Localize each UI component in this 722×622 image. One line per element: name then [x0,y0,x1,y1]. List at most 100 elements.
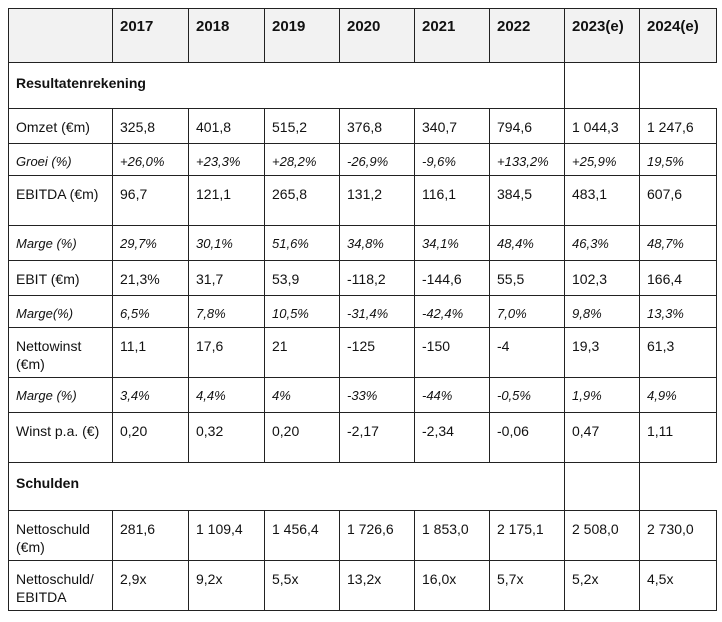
value-cell: 9,2x [188,560,265,611]
value-cell: 0,47 [564,412,640,463]
value-cell: 1 726,6 [339,510,415,561]
data-row: Nettoschuld (€m) 281,6 1 109,4 1 456,4 1 726… [8,510,717,561]
value-cell: +23,3% [188,143,265,176]
value-cell: 21,3% [112,260,189,296]
row-label: Nettoschuld (€m) [8,510,113,561]
value-cell: 131,2 [339,175,415,226]
data-row: Marge (%) 3,4% 4,4% 4% -33% -44% -0,5% 1,9% 4,9% [8,377,717,413]
value-cell: 515,2 [264,108,340,144]
value-cell: 1 456,4 [264,510,340,561]
value-cell: 265,8 [264,175,340,226]
value-cell: 325,8 [112,108,189,144]
value-cell: 0,32 [188,412,265,463]
value-cell: 4,9% [639,377,717,413]
value-cell: 376,8 [339,108,415,144]
value-cell: +25,9% [564,143,640,176]
value-cell: 1 247,6 [639,108,717,144]
value-cell: -26,9% [339,143,415,176]
value-cell: 9,8% [564,295,640,328]
value-cell: -144,6 [414,260,490,296]
row-label: EBITDA (€m) [8,175,113,226]
value-cell: 1 044,3 [564,108,640,144]
data-row: Nettoschuld/ EBITDA 2,9x 9,2x 5,5x 13,2x 16,0… [8,560,717,611]
row-label: EBIT (€m) [8,260,113,296]
value-cell: 607,6 [639,175,717,226]
row-label: Winst p.a. (€) [8,412,113,463]
value-cell: -0,06 [489,412,565,463]
data-row: Marge (%) 29,7% 30,1% 51,6% 34,8% 34,1% 48,4% 4… [8,225,717,261]
value-cell: 4,4% [188,377,265,413]
value-cell: 13,3% [639,295,717,328]
value-cell: 5,2x [564,560,640,611]
corner-cell [8,8,113,63]
value-cell: 5,7x [489,560,565,611]
value-cell: -125 [339,327,415,378]
value-cell: -118,2 [339,260,415,296]
value-cell: 55,5 [489,260,565,296]
value-cell: 7,8% [188,295,265,328]
row-label: Nettowinst (€m) [8,327,113,378]
value-cell: 96,7 [112,175,189,226]
value-cell: 2 508,0 [564,510,640,561]
year-header: 2017 [112,8,189,63]
value-cell: 1,11 [639,412,717,463]
value-cell: -42,4% [414,295,490,328]
value-cell: 30,1% [188,225,265,261]
data-row: Groei (%) +26,0% +23,3% +28,2% -26,9% -9,6% +1… [8,143,717,176]
value-cell: 6,5% [112,295,189,328]
value-cell: 0,20 [112,412,189,463]
year-header: 2022 [489,8,565,63]
year-header: 2023(e) [564,8,640,63]
value-cell: 2 730,0 [639,510,717,561]
value-cell: 31,7 [188,260,265,296]
row-label: Groei (%) [8,143,113,176]
data-row: Winst p.a. (€) 0,20 0,32 0,20 -2,17 -2,34 -0,0… [8,412,717,463]
row-label: Marge (%) [8,225,113,261]
value-cell: 17,6 [188,327,265,378]
value-cell: 4% [264,377,340,413]
value-cell: 29,7% [112,225,189,261]
year-header: 2021 [414,8,490,63]
value-cell: -31,4% [339,295,415,328]
value-cell: 121,1 [188,175,265,226]
section-row: Schulden [8,462,717,511]
value-cell: -44% [414,377,490,413]
value-cell: -2,34 [414,412,490,463]
value-cell: 1,9% [564,377,640,413]
value-cell: 34,1% [414,225,490,261]
section-label: Resultatenrekening [8,62,565,109]
value-cell: -0,5% [489,377,565,413]
section-row: Resultatenrekening [8,62,717,109]
financial-table: 2017 2018 2019 2020 2021 2022 2023(e) 2024(e) R… [8,8,717,611]
section-label: Schulden [8,462,565,511]
value-cell: 794,6 [489,108,565,144]
value-cell: 16,0x [414,560,490,611]
data-row: Nettowinst (€m) 11,1 17,6 21 -125 -150 -4 19,3 6… [8,327,717,378]
value-cell: -2,17 [339,412,415,463]
value-cell: 3,4% [112,377,189,413]
value-cell: 384,5 [489,175,565,226]
value-cell: 13,2x [339,560,415,611]
value-cell: 166,4 [639,260,717,296]
value-cell: -9,6% [414,143,490,176]
year-header: 2018 [188,8,265,63]
data-row: Omzet (€m) 325,8 401,8 515,2 376,8 340,7 794,6… [8,108,717,144]
value-cell: 19,3 [564,327,640,378]
row-label: Marge (%) [8,377,113,413]
row-label: Nettoschuld/ EBITDA [8,560,113,611]
year-header: 2019 [264,8,340,63]
year-header: 2024(e) [639,8,717,63]
data-row: Marge(%) 6,5% 7,8% 10,5% -31,4% -42,4% 7,0% 9,8… [8,295,717,328]
value-cell: -33% [339,377,415,413]
value-cell: 401,8 [188,108,265,144]
value-cell: 19,5% [639,143,717,176]
value-cell: +133,2% [489,143,565,176]
value-cell: -150 [414,327,490,378]
value-cell: 281,6 [112,510,189,561]
value-cell: 51,6% [264,225,340,261]
value-cell: 48,4% [489,225,565,261]
value-cell: 5,5x [264,560,340,611]
value-cell: 48,7% [639,225,717,261]
header-row: 2017 2018 2019 2020 2021 2022 2023(e) 2024(e) [8,8,717,63]
